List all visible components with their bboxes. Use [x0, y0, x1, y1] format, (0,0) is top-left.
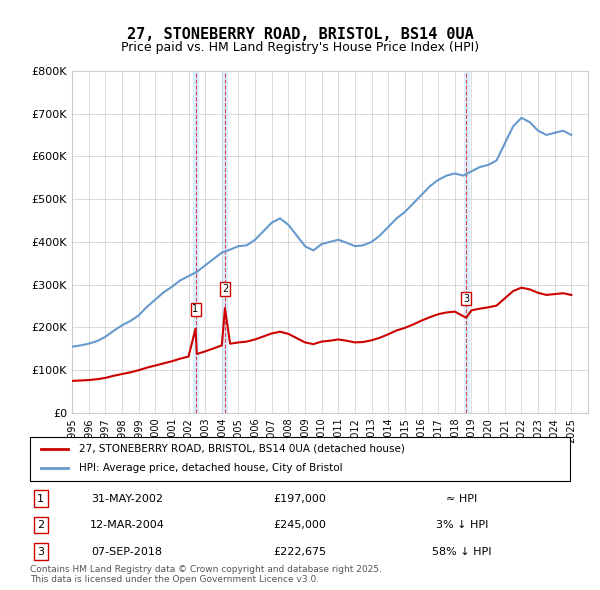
Text: 2: 2 [222, 284, 228, 294]
FancyBboxPatch shape [30, 437, 570, 481]
Text: Contains HM Land Registry data © Crown copyright and database right 2025.
This d: Contains HM Land Registry data © Crown c… [30, 565, 382, 584]
Text: 58% ↓ HPI: 58% ↓ HPI [432, 546, 492, 556]
Text: HPI: Average price, detached house, City of Bristol: HPI: Average price, detached house, City… [79, 464, 342, 473]
Text: 31-MAY-2002: 31-MAY-2002 [91, 494, 163, 504]
Text: 27, STONEBERRY ROAD, BRISTOL, BS14 0UA (detached house): 27, STONEBERRY ROAD, BRISTOL, BS14 0UA (… [79, 444, 404, 454]
Text: 07-SEP-2018: 07-SEP-2018 [92, 546, 163, 556]
Text: ≈ HPI: ≈ HPI [446, 494, 478, 504]
Text: 12-MAR-2004: 12-MAR-2004 [90, 520, 164, 530]
Text: 3% ↓ HPI: 3% ↓ HPI [436, 520, 488, 530]
Text: 3: 3 [463, 293, 469, 303]
Text: £222,675: £222,675 [274, 546, 326, 556]
Text: 27, STONEBERRY ROAD, BRISTOL, BS14 0UA: 27, STONEBERRY ROAD, BRISTOL, BS14 0UA [127, 27, 473, 41]
Text: £197,000: £197,000 [274, 494, 326, 504]
Bar [193, 71, 198, 413]
Text: 1: 1 [193, 304, 199, 314]
Text: Price paid vs. HM Land Registry's House Price Index (HPI): Price paid vs. HM Land Registry's House … [121, 41, 479, 54]
Bar [223, 71, 227, 413]
Text: £245,000: £245,000 [274, 520, 326, 530]
Bar [464, 71, 469, 413]
Text: 2: 2 [37, 520, 44, 530]
Text: 1: 1 [37, 494, 44, 504]
Text: 3: 3 [37, 546, 44, 556]
